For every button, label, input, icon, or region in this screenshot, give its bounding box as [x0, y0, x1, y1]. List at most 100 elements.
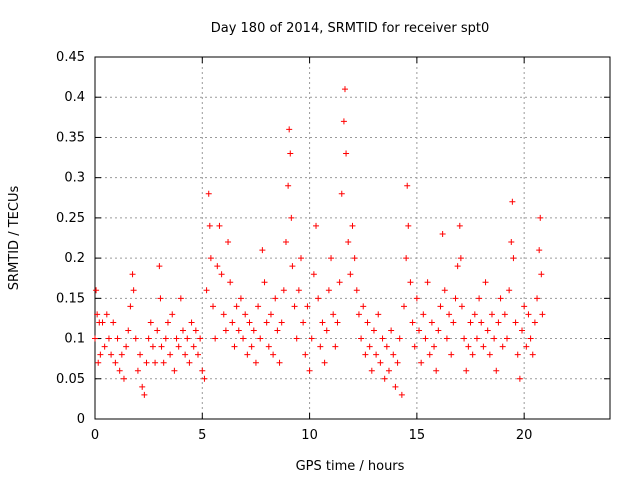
- data-point: [300, 319, 307, 326]
- data-point: [338, 190, 345, 197]
- data-point: [129, 271, 136, 278]
- data-point: [246, 319, 253, 326]
- data-point: [478, 319, 485, 326]
- data-point: [495, 319, 502, 326]
- data-point: [469, 351, 476, 358]
- data-point: [229, 319, 236, 326]
- data-point: [160, 359, 167, 366]
- data-point: [467, 319, 474, 326]
- data-point: [276, 359, 283, 366]
- data-point: [134, 367, 141, 374]
- y-tick-label: 0.3: [64, 171, 85, 186]
- data-point: [364, 319, 371, 326]
- data-point: [512, 319, 519, 326]
- data-point: [288, 214, 295, 221]
- data-point: [347, 271, 354, 278]
- y-axis-label: SRMTID / TECUs: [7, 186, 22, 291]
- data-point: [441, 287, 448, 294]
- data-point: [280, 287, 287, 294]
- data-point: [255, 303, 262, 310]
- data-point: [465, 343, 472, 350]
- data-point: [252, 359, 259, 366]
- data-points: [92, 86, 546, 398]
- axis-ticks: 0 0.05 0.1 0.15 0.2 0.25 0.3 0.35 0.4 0.45 0 5 10 15 2…: [56, 50, 610, 443]
- data-point: [210, 303, 217, 310]
- data-point: [203, 287, 210, 294]
- data-point: [147, 319, 154, 326]
- data-point: [482, 279, 489, 286]
- data-point: [306, 367, 313, 374]
- data-point: [373, 351, 380, 358]
- data-point: [293, 335, 300, 342]
- data-point: [484, 327, 491, 334]
- data-point: [523, 343, 530, 350]
- data-point: [231, 343, 238, 350]
- data-point: [439, 230, 446, 237]
- data-point: [149, 343, 156, 350]
- data-point: [343, 150, 350, 157]
- data-point: [218, 271, 225, 278]
- data-point: [242, 311, 249, 318]
- data-point: [99, 319, 106, 326]
- data-point: [435, 327, 442, 334]
- data-point: [355, 311, 362, 318]
- data-point: [336, 279, 343, 286]
- data-point: [424, 279, 431, 286]
- data-point: [401, 303, 407, 310]
- data-point: [137, 351, 144, 358]
- data-point: [212, 335, 219, 342]
- data-point: [139, 383, 146, 390]
- data-point: [388, 327, 395, 334]
- data-point: [413, 295, 420, 302]
- data-point: [321, 359, 328, 366]
- data-point: [394, 359, 401, 366]
- data-point: [175, 343, 182, 350]
- data-point: [471, 311, 478, 318]
- data-point: [95, 359, 102, 366]
- data-point: [289, 263, 296, 270]
- data-point: [448, 351, 455, 358]
- data-point: [235, 327, 242, 334]
- data-point: [491, 335, 498, 342]
- data-point: [353, 287, 360, 294]
- data-point: [182, 351, 189, 358]
- data-point: [143, 359, 150, 366]
- data-point: [525, 311, 532, 318]
- y-tick-label: 0.2: [64, 251, 85, 266]
- data-point: [205, 190, 212, 197]
- data-point: [360, 303, 367, 310]
- data-point: [422, 335, 429, 342]
- grid-lines: [95, 57, 610, 419]
- data-point: [177, 295, 184, 302]
- data-point: [157, 295, 164, 302]
- data-point: [220, 311, 227, 318]
- data-point: [285, 182, 292, 189]
- data-point: [272, 295, 279, 302]
- data-point: [396, 335, 403, 342]
- data-point: [497, 295, 504, 302]
- data-point: [473, 335, 480, 342]
- y-tick-label: 0: [77, 412, 85, 427]
- data-point: [158, 343, 165, 350]
- data-point: [411, 343, 418, 350]
- x-tick-label: 5: [198, 428, 206, 443]
- data-point: [456, 222, 463, 229]
- data-point: [418, 359, 425, 366]
- data-point: [405, 222, 412, 229]
- data-point: [407, 279, 414, 286]
- data-point: [349, 222, 356, 229]
- data-point: [521, 303, 528, 310]
- data-point: [250, 327, 257, 334]
- data-point: [341, 86, 348, 93]
- plot-frame: [94, 56, 611, 420]
- data-point: [519, 327, 526, 334]
- data-point: [97, 351, 104, 358]
- data-point: [259, 247, 266, 254]
- data-point: [379, 335, 386, 342]
- data-point: [267, 311, 274, 318]
- data-point: [162, 335, 169, 342]
- data-point: [304, 303, 311, 310]
- data-point: [244, 351, 251, 358]
- data-point: [298, 255, 304, 262]
